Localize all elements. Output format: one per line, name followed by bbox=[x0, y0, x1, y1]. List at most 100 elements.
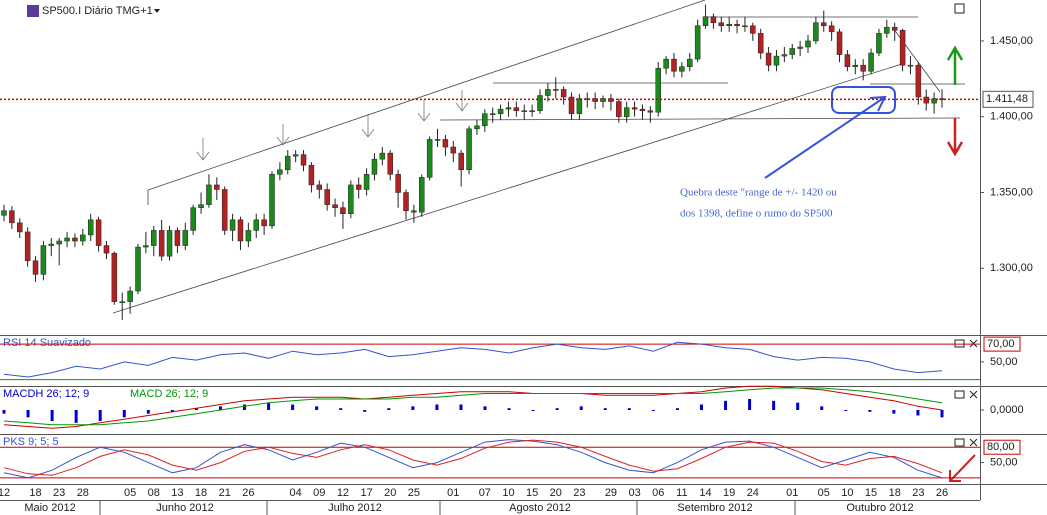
x-tick-label: 17 bbox=[360, 487, 372, 499]
annotation: Quebra deste "range de +/- 1420 ou bbox=[680, 187, 837, 199]
candle-body bbox=[537, 95, 543, 111]
x-tick-label: 11 bbox=[676, 487, 687, 499]
histogram-bar bbox=[74, 410, 78, 423]
candle-body bbox=[324, 189, 330, 205]
histogram-bar bbox=[194, 408, 198, 410]
histogram-bar bbox=[170, 410, 174, 412]
x-tick-label: 29 bbox=[605, 487, 617, 499]
candle-body bbox=[379, 152, 386, 160]
maximize-button[interactable] bbox=[954, 3, 965, 14]
histogram-bar bbox=[844, 410, 848, 411]
histogram-bar bbox=[315, 406, 319, 410]
candle-body bbox=[513, 107, 520, 111]
candle-body bbox=[639, 108, 646, 111]
candle-body bbox=[316, 184, 323, 190]
indicator-title[interactable]: MACD 26; 12; 9 bbox=[130, 388, 208, 400]
candle-body bbox=[269, 174, 275, 227]
dropdown-icon[interactable] bbox=[154, 9, 160, 13]
x-tick-label: 28 bbox=[77, 487, 89, 499]
down-arrow bbox=[946, 118, 964, 157]
candle-body bbox=[907, 64, 914, 67]
frame bbox=[0, 0, 1047, 501]
candle-body bbox=[190, 207, 196, 231]
candle-body bbox=[127, 290, 133, 302]
candle-body bbox=[568, 96, 575, 114]
candle-body bbox=[797, 46, 803, 49]
x-tick-label: 12 bbox=[0, 487, 10, 499]
candle-body bbox=[221, 189, 228, 231]
histogram-bar bbox=[218, 406, 222, 410]
candle-body bbox=[426, 139, 433, 178]
candle-body bbox=[813, 22, 819, 42]
maximize-button[interactable] bbox=[954, 438, 965, 447]
y-tick-label: 1.350,00 bbox=[990, 186, 1033, 198]
month-label: Outubro 2012 bbox=[846, 502, 913, 514]
candle-body bbox=[395, 174, 401, 193]
indicator-line bbox=[3, 387, 943, 426]
histogram-bar bbox=[2, 410, 6, 414]
histogram-bar bbox=[291, 404, 295, 410]
candle-body bbox=[403, 192, 409, 211]
histogram-bar bbox=[411, 406, 415, 410]
histogram-bar bbox=[820, 406, 824, 410]
x-tick-label: 23 bbox=[573, 487, 585, 499]
candle-body bbox=[387, 152, 393, 175]
candle-body bbox=[647, 110, 654, 113]
candle-body bbox=[836, 31, 843, 55]
x-tick-label: 05 bbox=[818, 487, 830, 499]
histogram-bar bbox=[363, 410, 367, 412]
indicator-title[interactable]: PKS 9; 5; 5 bbox=[3, 436, 59, 448]
level-label-box bbox=[983, 439, 1021, 455]
candle-body bbox=[64, 237, 70, 242]
candle-body bbox=[765, 52, 772, 66]
y-tick-label: 0,0000 bbox=[990, 404, 1024, 416]
x-tick-label: 08 bbox=[148, 487, 160, 499]
arrow bbox=[764, 95, 887, 179]
candle-body bbox=[718, 22, 725, 27]
maximize-button[interactable] bbox=[954, 390, 965, 399]
indicator-title[interactable]: RSI 14 Suavizado bbox=[3, 337, 91, 349]
candle-body bbox=[95, 219, 102, 246]
indicator-title[interactable]: MACDH 26; 12; 9 bbox=[3, 388, 89, 400]
candle-body bbox=[56, 240, 62, 245]
x-tick-label: 19 bbox=[723, 487, 735, 499]
y-tick-label: 1.400,00 bbox=[990, 111, 1033, 123]
indicator-line bbox=[3, 385, 943, 429]
candle-body bbox=[489, 113, 496, 115]
candle-body bbox=[458, 152, 464, 171]
candle-body bbox=[419, 177, 425, 213]
candle-body bbox=[48, 243, 55, 246]
month-label: Setembro 2012 bbox=[677, 502, 752, 514]
x-tick-label: 03 bbox=[628, 487, 640, 499]
month-label: Maio 2012 bbox=[24, 502, 75, 514]
candle-body bbox=[734, 24, 740, 27]
indicator-line bbox=[3, 341, 943, 378]
candle-body bbox=[466, 128, 472, 171]
close-button[interactable] bbox=[969, 438, 978, 447]
x-tick-label: 15 bbox=[526, 487, 538, 499]
candle-body bbox=[750, 25, 756, 34]
candle-body bbox=[828, 25, 835, 33]
level-label: 70,00 bbox=[987, 338, 1015, 350]
close-button[interactable] bbox=[969, 390, 978, 399]
histogram-bar bbox=[26, 410, 30, 418]
candle-body bbox=[214, 184, 220, 190]
candle-body bbox=[103, 245, 110, 254]
histogram-bar bbox=[868, 410, 872, 412]
y-tick-label: 50,00 bbox=[990, 456, 1018, 468]
maximize-button[interactable] bbox=[954, 339, 965, 348]
candle-body bbox=[710, 16, 717, 23]
candle-body bbox=[158, 230, 165, 257]
histogram-bar bbox=[50, 410, 54, 421]
chart-title[interactable]: SP500.I Diário TMG+1 bbox=[42, 5, 153, 17]
candle-body bbox=[143, 245, 149, 248]
candle-body bbox=[206, 184, 212, 205]
level-label-box bbox=[983, 336, 1021, 352]
close-button[interactable] bbox=[969, 339, 978, 348]
candle-body bbox=[229, 219, 236, 231]
candle-body bbox=[868, 52, 874, 72]
candle-body bbox=[655, 67, 661, 113]
arrow bbox=[276, 124, 290, 146]
